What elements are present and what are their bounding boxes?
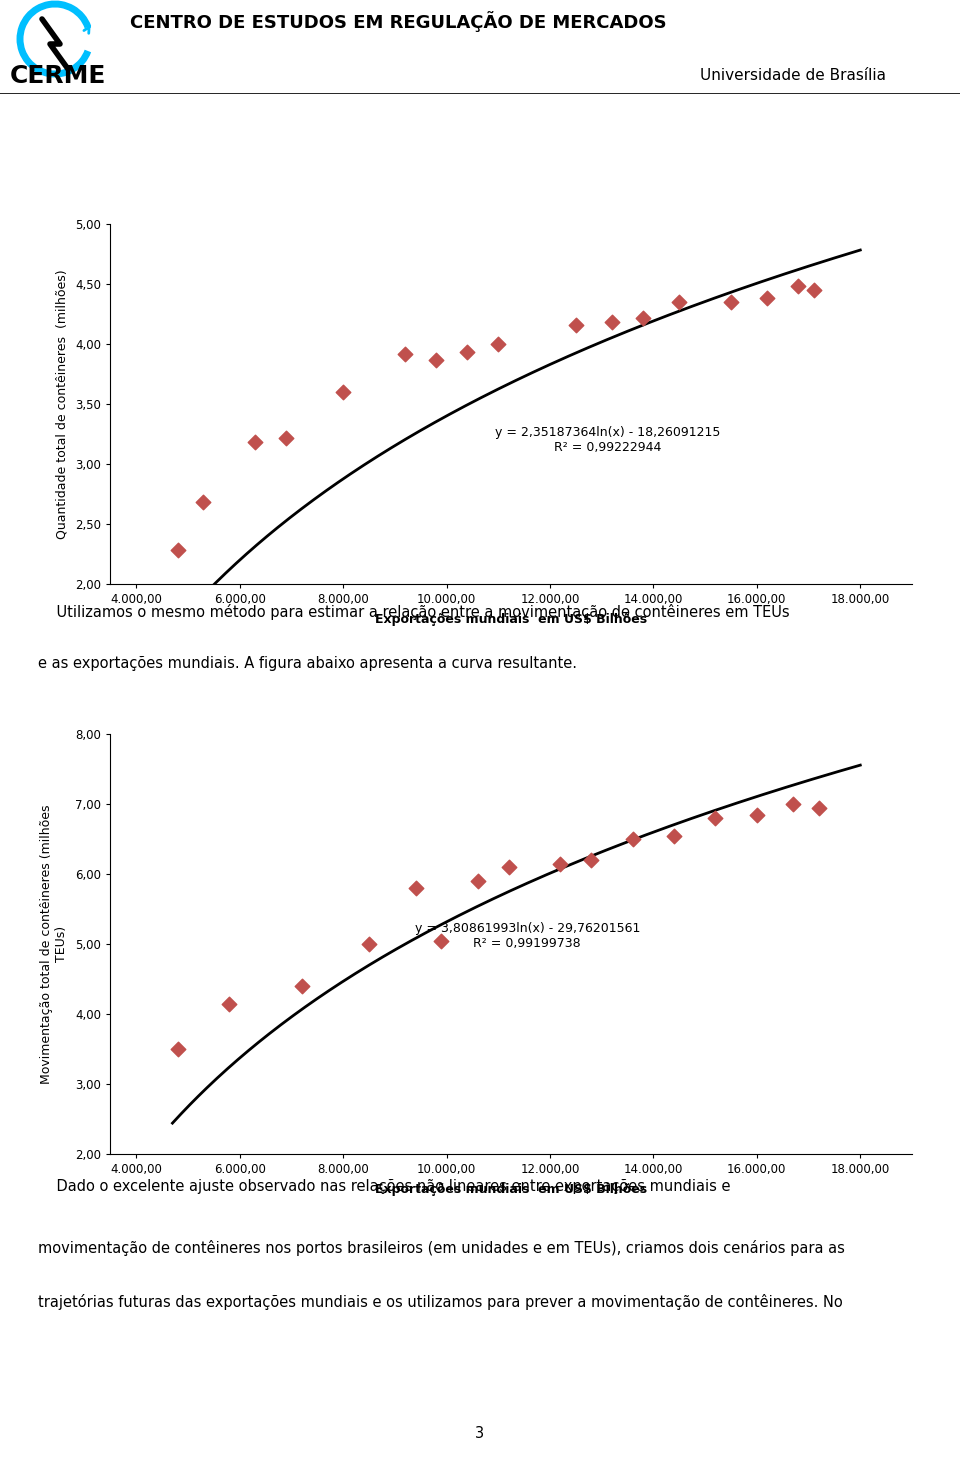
Point [666, 824, 682, 848]
X-axis label: Exportações mundiais  em US$ Bilhões: Exportações mundiais em US$ Bilhões [375, 613, 647, 626]
Point [196, 490, 211, 514]
Text: Dado o excelente ajuste observado nas relações não lineares entre exportações mu: Dado o excelente ajuste observado nas re… [38, 1179, 731, 1193]
Point [460, 341, 475, 365]
Point [672, 290, 687, 314]
Point [806, 279, 822, 302]
Point [361, 932, 376, 956]
Point [222, 992, 237, 1015]
Point [170, 1037, 185, 1061]
Point [553, 852, 568, 875]
Point [469, 870, 485, 893]
Text: 3: 3 [475, 1425, 485, 1441]
Point [278, 426, 294, 449]
Point [248, 430, 263, 454]
Text: e as exportações mundiais. A figura abaixo apresenta a curva resultante.: e as exportações mundiais. A figura abai… [38, 657, 577, 671]
Point [625, 827, 640, 851]
Point [759, 287, 775, 311]
Point [294, 975, 309, 998]
Text: CENTRO DE ESTUDOS EM REGULAÇÃO DE MERCADOS: CENTRO DE ESTUDOS EM REGULAÇÃO DE MERCAD… [130, 12, 666, 32]
Point [170, 538, 185, 562]
Point [501, 855, 516, 878]
Point [568, 314, 584, 337]
Point [434, 929, 449, 953]
Point [408, 877, 423, 900]
Point [584, 848, 599, 871]
Point [811, 795, 827, 818]
Point [785, 792, 801, 816]
Text: trajetórias futuras das exportações mundiais e os utilizamos para prever a movim: trajetórias futuras das exportações mund… [38, 1294, 843, 1310]
X-axis label: Exportações mundiais  em US$ Bilhões: Exportações mundiais em US$ Bilhões [375, 1183, 647, 1196]
Text: movimentação de contêineres nos portos brasileiros (em unidades e em TEUs), cria: movimentação de contêineres nos portos b… [38, 1240, 845, 1256]
Text: y = 3,80861993ln(x) - 29,76201561
R² = 0,99199738: y = 3,80861993ln(x) - 29,76201561 R² = 0… [415, 922, 640, 950]
Text: y = 2,35187364ln(x) - 18,26091215
R² = 0,99222944: y = 2,35187364ln(x) - 18,26091215 R² = 0… [494, 426, 720, 454]
Text: Utilizamos o mesmo método para estimar a relação entre a movimentação de contêin: Utilizamos o mesmo método para estimar a… [38, 604, 790, 620]
Point [636, 306, 651, 330]
Point [491, 333, 506, 356]
Text: Universidade de Brasília: Universidade de Brasília [700, 69, 886, 83]
Point [749, 802, 764, 826]
Point [605, 311, 620, 334]
Y-axis label: Quantidade total de contêineres  (milhões): Quantidade total de contêineres (milhões… [56, 270, 68, 538]
Point [335, 381, 350, 404]
Text: CERME: CERME [10, 64, 107, 88]
Point [708, 807, 723, 830]
Point [428, 347, 444, 371]
Point [723, 290, 738, 314]
Point [790, 274, 805, 298]
Y-axis label: Movimentação total de contêineres (milhões
TEUs): Movimentação total de contêineres (milhõ… [40, 804, 68, 1084]
Point [397, 341, 413, 365]
